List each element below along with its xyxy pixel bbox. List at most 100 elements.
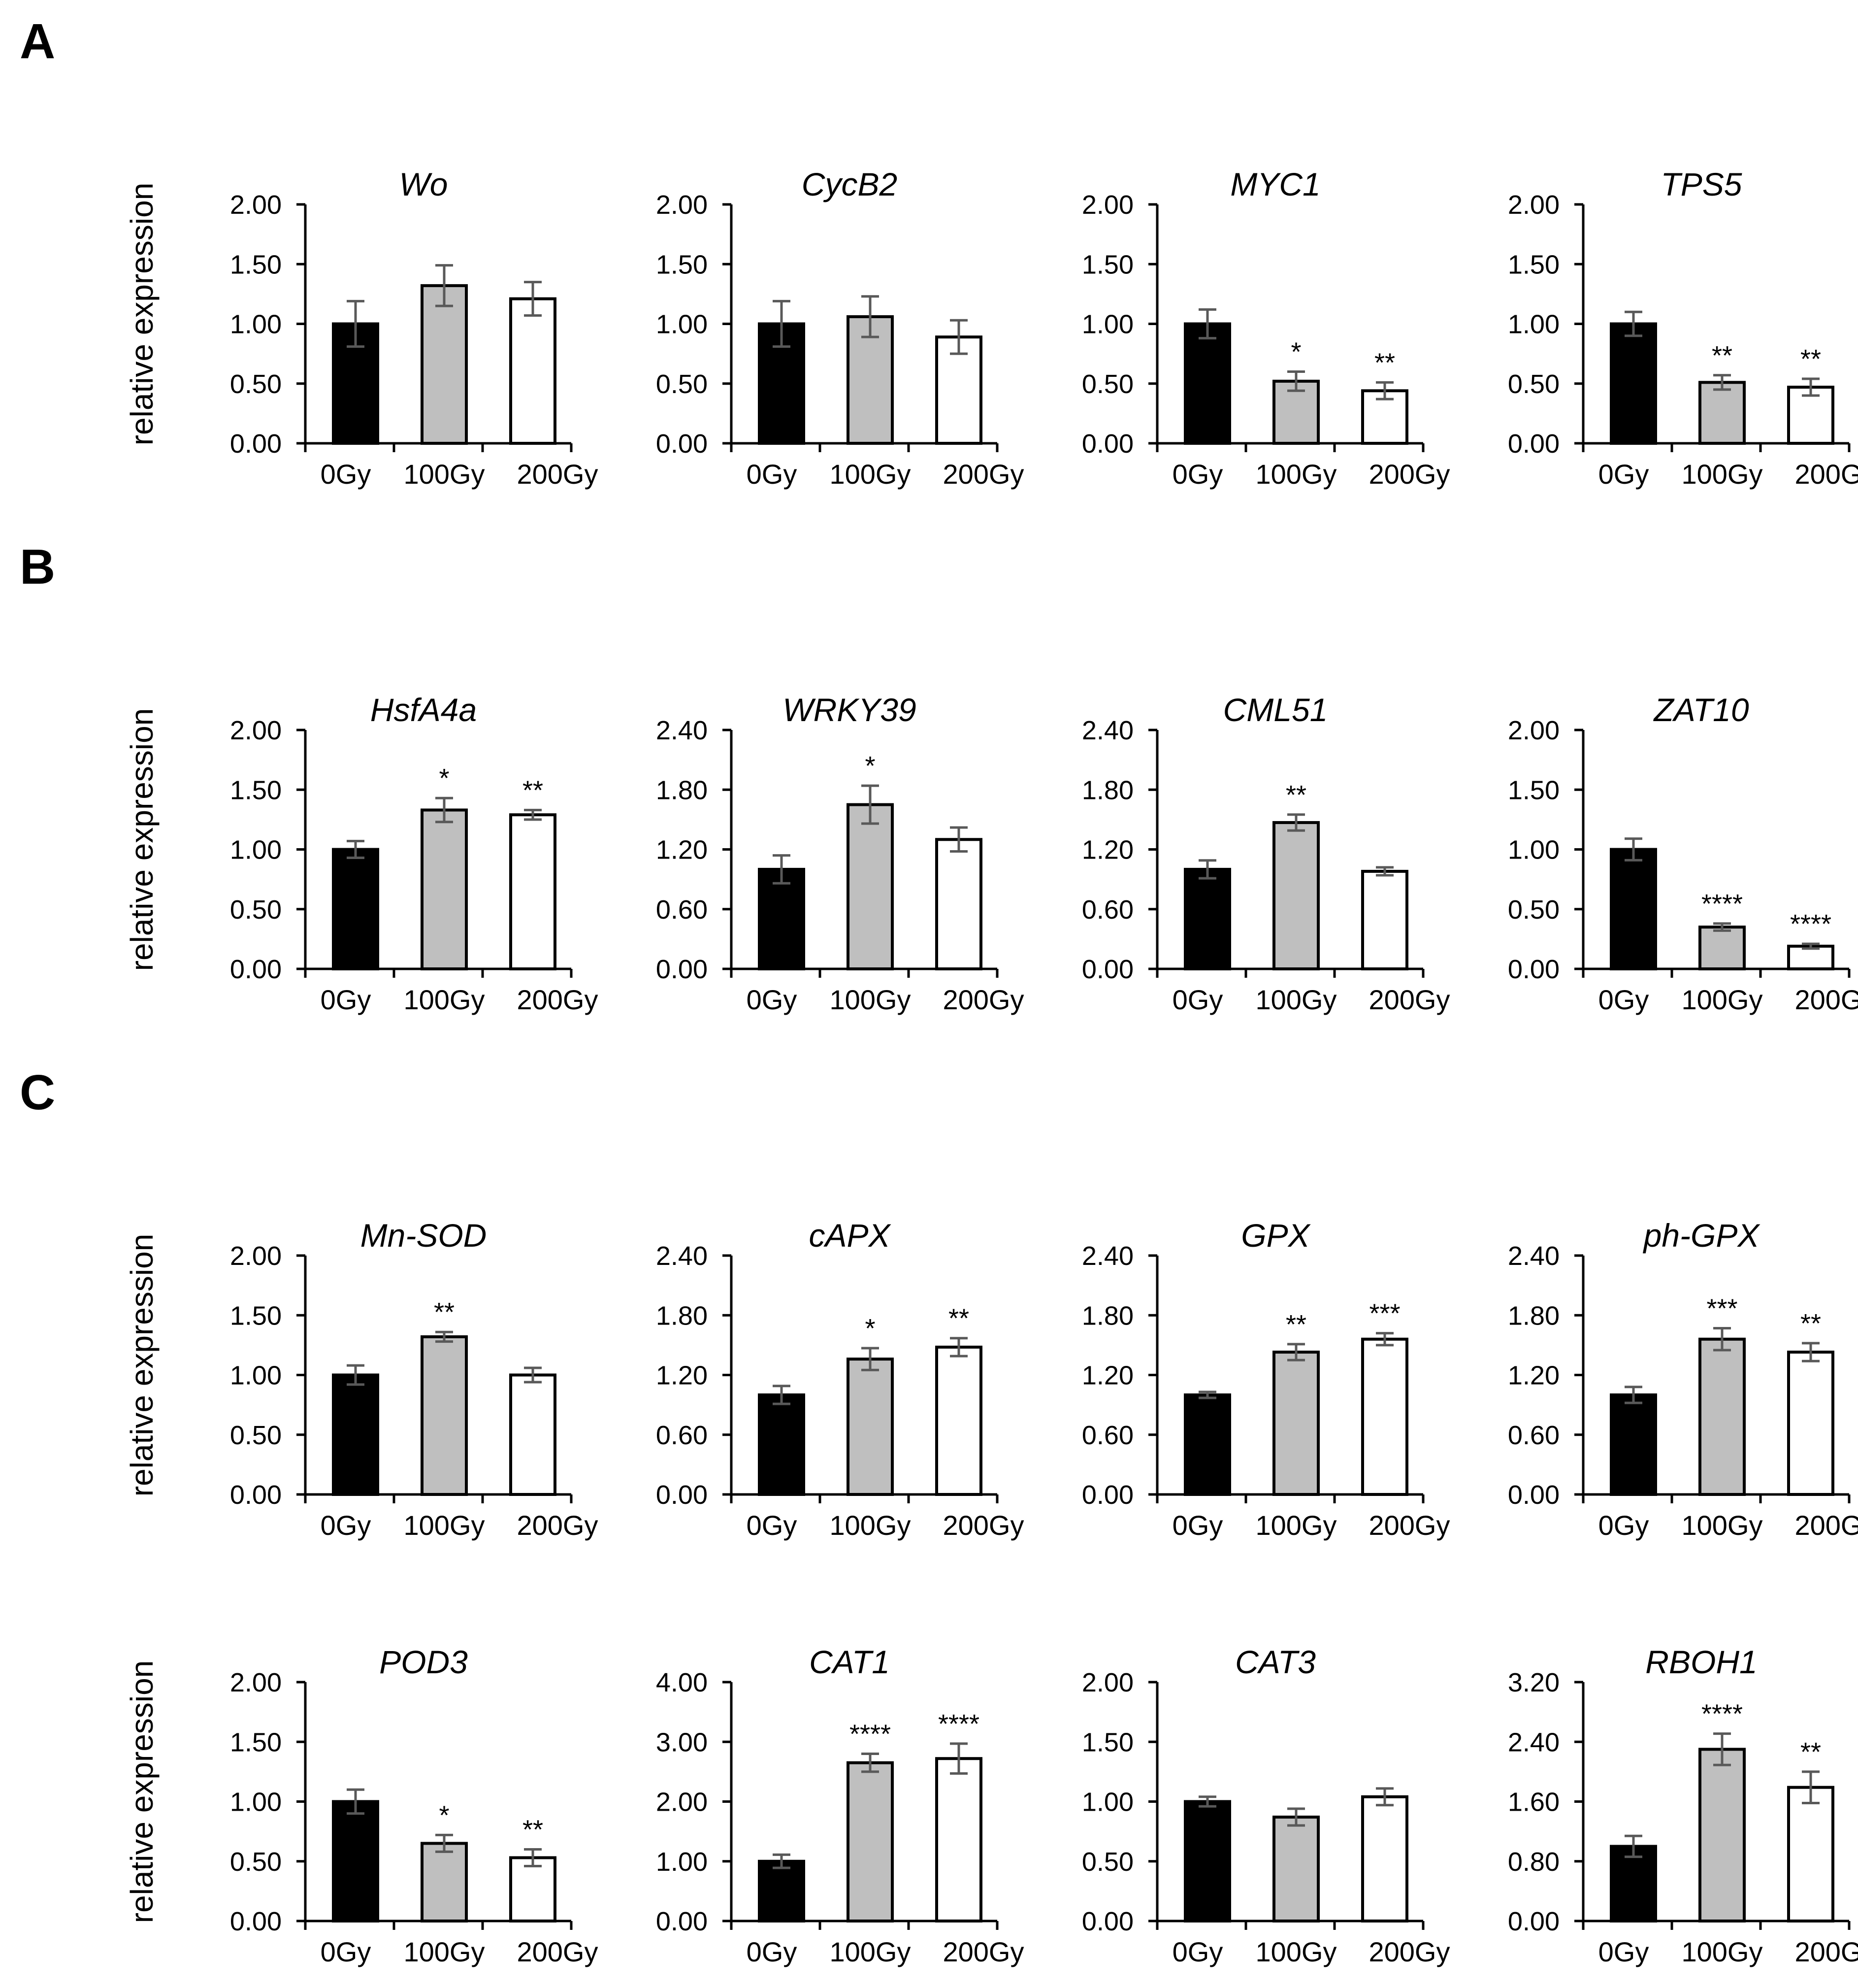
error-bar	[773, 299, 790, 348]
y-tick-label: 4.00	[656, 1668, 708, 1697]
y-tick-label: 0.50	[656, 369, 708, 399]
significance-mark: ****	[1701, 1699, 1743, 1729]
bar-0gy	[758, 1393, 805, 1496]
category-label-200gy: 200Gy	[1795, 1510, 1858, 1541]
chart-title: ph-GPX	[1643, 1217, 1761, 1254]
category-label-200gy: 200Gy	[1369, 984, 1450, 1015]
category-label-200gy: 200Gy	[1795, 984, 1858, 1015]
significance-mark: **	[948, 1304, 969, 1333]
y-tick-label: 0.00	[656, 1907, 708, 1936]
y-tick-label: 1.00	[656, 310, 708, 339]
error-bar	[1376, 1787, 1394, 1807]
category-label-0gy: 0Gy	[747, 1936, 797, 1967]
category-label-100gy: 100Gy	[1682, 1510, 1763, 1541]
y-tick-label: 0.00	[656, 429, 708, 459]
error-bar	[1287, 813, 1305, 832]
y-tick-label: 1.20	[1082, 835, 1134, 865]
bar-200gy	[509, 297, 556, 445]
y-tick-label: 0.50	[230, 1847, 282, 1877]
category-label-200gy: 200Gy	[1369, 459, 1450, 490]
y-tick-label: 1.20	[656, 835, 708, 865]
significance-mark: **	[1800, 1737, 1821, 1767]
y-tick-label: 2.00	[230, 190, 282, 220]
bar-0gy	[332, 1800, 379, 1922]
bar-100gy	[847, 1358, 894, 1496]
y-tick-label: 0.80	[1508, 1847, 1560, 1877]
category-label-100gy: 100Gy	[1256, 1936, 1337, 1967]
chart-title: WRKY39	[782, 692, 916, 728]
significance-mark: ****	[938, 1709, 979, 1739]
chart-rboh1: RBOH1 0.00 0.80 1.60 2.40 3.20 0Gy **** 100Gy ** 2…	[1508, 1644, 1858, 1967]
bar-0gy	[332, 848, 379, 970]
y-tick-label: 0.50	[230, 369, 282, 399]
error-bar	[1376, 1332, 1394, 1347]
y-tick-label: 0.00	[1082, 1907, 1134, 1936]
chart-title: ZAT10	[1653, 692, 1749, 728]
chart-title: HsfA4a	[370, 692, 477, 728]
error-bar	[1376, 866, 1394, 877]
significance-mark: ***	[1369, 1299, 1400, 1328]
category-label-200gy: 200Gy	[517, 1510, 598, 1541]
error-bar	[1287, 370, 1305, 392]
error-bar	[1713, 374, 1731, 391]
y-tick-label: 0.50	[1508, 895, 1560, 925]
error-bar	[861, 1753, 879, 1773]
chart-title: GPX	[1241, 1217, 1311, 1254]
error-bar	[1199, 859, 1216, 880]
error-bar	[524, 281, 542, 317]
bar-100gy	[1272, 821, 1320, 970]
category-label-100gy: 100Gy	[404, 984, 485, 1015]
category-label-0gy: 0Gy	[747, 459, 797, 490]
bar-0gy	[1184, 322, 1231, 445]
bar-0gy	[1610, 322, 1657, 445]
bar-100gy	[421, 1335, 468, 1496]
category-label-200gy: 200Gy	[943, 1510, 1024, 1541]
category-label-200gy: 200Gy	[517, 984, 598, 1015]
error-bar	[950, 826, 968, 853]
y-tick-label: 1.50	[1082, 1727, 1134, 1757]
bar-0gy	[1610, 848, 1657, 970]
category-label-100gy: 100Gy	[1682, 1936, 1763, 1967]
y-tick-label: 0.00	[656, 955, 708, 984]
y-tick-label: 2.00	[1082, 1668, 1134, 1697]
y-tick-label: 0.50	[1508, 369, 1560, 399]
category-label-100gy: 100Gy	[404, 1936, 485, 1967]
y-tick-label: 0.60	[1082, 895, 1134, 925]
chart-ph-gpx: ph-GPX 0.00 0.60 1.20 1.80 2.40 0Gy *** 100Gy ** 2…	[1508, 1217, 1858, 1541]
y-tick-label: 2.40	[1082, 1241, 1134, 1271]
y-tick-label: 1.50	[230, 250, 282, 279]
y-tick-label: 1.50	[230, 1301, 282, 1330]
error-bar	[773, 854, 790, 885]
y-tick-label: 1.00	[230, 1361, 282, 1391]
category-label-200gy: 200Gy	[943, 1936, 1024, 1967]
category-label-200gy: 200Gy	[943, 459, 1024, 490]
y-tick-label: 2.00	[656, 1788, 708, 1817]
y-tick-label: 0.00	[1508, 1480, 1560, 1510]
category-label-100gy: 100Gy	[1682, 984, 1763, 1015]
chart-myc1: MYC1 0.00 0.50 1.00 1.50 2.00 0Gy * 100Gy ** 200Gy	[1082, 166, 1450, 490]
bar-200gy	[1361, 869, 1408, 971]
y-tick-label: 2.00	[1082, 190, 1134, 220]
error-bar	[524, 808, 542, 821]
chart-title: CycB2	[802, 166, 897, 202]
y-axis-label: relative expression	[124, 1660, 160, 1923]
y-tick-label: 2.40	[1508, 1241, 1560, 1271]
significance-mark: **	[1286, 780, 1306, 810]
y-tick-label: 1.80	[1082, 1301, 1134, 1330]
y-tick-label: 2.40	[1082, 716, 1134, 745]
y-tick-label: 2.40	[656, 716, 708, 745]
bar-100gy	[421, 284, 468, 445]
bar-200gy	[935, 838, 982, 970]
error-bar	[347, 1364, 364, 1386]
bar-100gy	[1272, 1816, 1320, 1922]
y-tick-label: 0.00	[1508, 1907, 1560, 1936]
significance-mark: **	[1800, 344, 1821, 374]
error-bar	[435, 1833, 453, 1853]
y-tick-label: 1.20	[1082, 1361, 1134, 1391]
significance-mark: **	[434, 1297, 455, 1327]
y-tick-label: 2.00	[656, 190, 708, 220]
panel-letter-b: B	[20, 539, 55, 595]
y-tick-label: 1.20	[656, 1361, 708, 1391]
bar-200gy	[509, 1856, 556, 1923]
